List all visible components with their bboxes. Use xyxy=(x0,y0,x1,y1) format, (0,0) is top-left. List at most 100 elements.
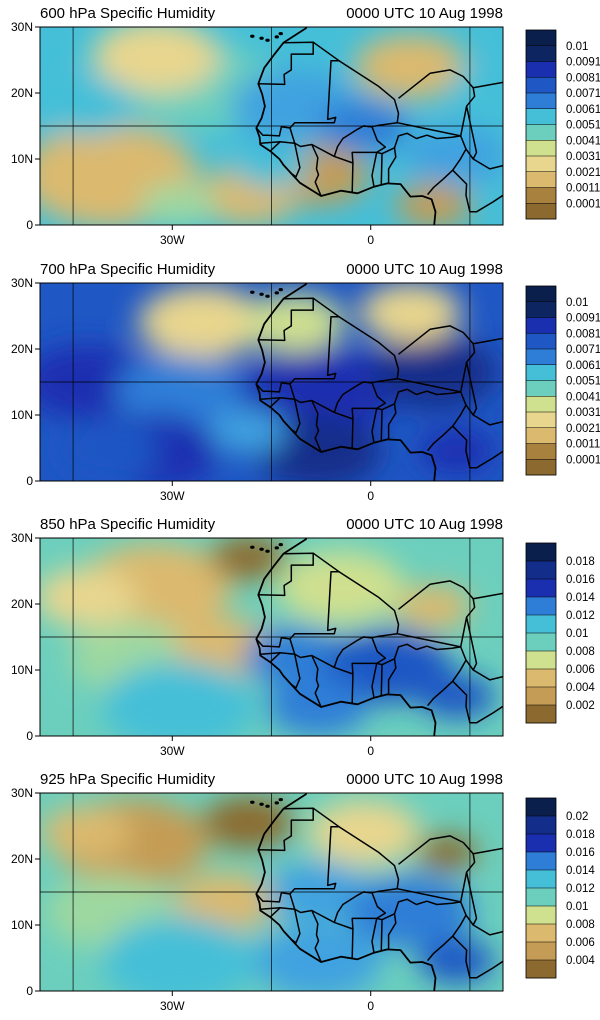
island xyxy=(259,36,264,40)
y-tick-label: 0 xyxy=(26,474,33,488)
colorbar-label: 0.0071 xyxy=(566,344,600,356)
panel-2: 30N 20N 10N 0 30W 0 700 hPa Specific Humidity 0… xyxy=(11,261,600,503)
colorbar-label: 0.0081 xyxy=(566,72,600,84)
country-border xyxy=(294,908,322,963)
colorbar-swatch xyxy=(526,906,556,925)
country-border xyxy=(338,60,400,128)
colorbar-label: 0.0081 xyxy=(566,328,600,340)
colorbar-swatch xyxy=(526,687,556,706)
colorbar-swatch xyxy=(526,427,556,444)
country-border xyxy=(333,636,387,675)
island xyxy=(250,290,255,294)
country-border xyxy=(269,397,281,408)
y-tick-label: 10N xyxy=(11,663,33,677)
colorbar-swatch xyxy=(526,597,556,616)
colorbar-label: 0.016 xyxy=(566,574,595,586)
colorbar: 0.02 0.018 0.016 0.014 0.012 0.01 0.008 0.006 0.… xyxy=(525,797,595,979)
country-border xyxy=(397,121,467,196)
colorbar-swatch xyxy=(526,61,556,78)
colorbar-label: 0.0031 xyxy=(566,407,600,419)
humidity-field xyxy=(40,27,503,225)
panel-title: 850 hPa Specific Humidity xyxy=(40,516,216,533)
colorbar-label: 0.0011 xyxy=(566,183,600,195)
y-tick-label: 20N xyxy=(11,597,33,611)
colorbar-label: 0.0011 xyxy=(566,439,600,451)
x-tick-label: 30W xyxy=(160,999,185,1013)
colorbar-label: 0.02 xyxy=(566,811,588,823)
country-border xyxy=(465,872,478,926)
colorbar-swatch xyxy=(526,140,556,157)
panel-title: 925 hPa Specific Humidity xyxy=(40,771,216,788)
humidity-field xyxy=(40,538,503,736)
colorbar-swatch xyxy=(526,669,556,688)
x-tick-label: 0 xyxy=(367,744,374,758)
colorbar-label: 0.018 xyxy=(566,829,595,841)
colorbar-label: 0.012 xyxy=(566,610,595,622)
island xyxy=(250,34,255,38)
country-border xyxy=(371,408,378,443)
country-border xyxy=(255,125,296,144)
colorbar-label: 0.0031 xyxy=(566,151,600,163)
x-tick-label: 0 xyxy=(367,233,374,247)
x-tick-label: 30W xyxy=(160,489,185,503)
colorbar-swatch xyxy=(526,333,556,350)
colorbar-swatch xyxy=(526,171,556,188)
country-border xyxy=(398,325,476,393)
colorbar-label: 0.002 xyxy=(566,700,595,712)
panel-time: 0000 UTC 10 Aug 1998 xyxy=(346,516,503,533)
colorbar-swatch xyxy=(526,633,556,652)
coastline xyxy=(255,538,437,736)
y-tick-label: 30N xyxy=(11,20,33,34)
country-border xyxy=(452,680,503,724)
colorbar-swatch xyxy=(526,380,556,397)
colorbar-swatch xyxy=(526,203,556,220)
country-border xyxy=(311,909,354,959)
panel-title: 600 hPa Specific Humidity xyxy=(40,5,216,22)
map-frame xyxy=(39,26,504,226)
y-tick-label: 0 xyxy=(26,218,33,232)
colorbar-label: 0.008 xyxy=(566,919,595,931)
country-border xyxy=(473,847,503,855)
colorbar-label: 0.0091 xyxy=(566,57,600,69)
island xyxy=(274,35,279,39)
country-border xyxy=(255,381,296,400)
country-border xyxy=(465,362,478,416)
country-border xyxy=(393,643,461,660)
panel-3: 30N 20N 10N 0 30W 0 850 hPa Specific Humidity 0… xyxy=(11,516,595,758)
colorbar-swatch xyxy=(526,834,556,853)
colorbar-swatch xyxy=(526,924,556,943)
x-tick-label: 0 xyxy=(367,999,374,1013)
colorbar-swatch xyxy=(526,942,556,961)
country-border xyxy=(294,142,322,197)
country-border xyxy=(294,398,322,453)
colorbar-label: 0.008 xyxy=(566,646,595,658)
colorbar-swatch xyxy=(526,364,556,381)
colorbar-swatch xyxy=(526,286,556,303)
country-border xyxy=(258,807,314,852)
country-border xyxy=(452,425,503,469)
country-border xyxy=(289,297,340,385)
country-border xyxy=(294,653,322,708)
country-border xyxy=(290,909,301,944)
colorbar-swatch xyxy=(526,798,556,817)
island xyxy=(278,31,283,36)
country-border xyxy=(398,835,476,903)
colorbar-label: 0.0001 xyxy=(566,198,600,210)
colorbar-label: 0.006 xyxy=(566,937,595,949)
colorbar-swatch xyxy=(526,396,556,413)
country-border xyxy=(465,617,478,671)
country-border xyxy=(333,381,387,420)
country-border xyxy=(289,41,340,129)
x-tick-label: 0 xyxy=(367,489,374,503)
colorbar-label: 0.01 xyxy=(566,297,588,309)
island xyxy=(265,549,270,553)
y-tick-label: 0 xyxy=(26,729,33,743)
colorbar-label: 0.004 xyxy=(566,682,595,694)
panel-time: 0000 UTC 10 Aug 1998 xyxy=(346,771,503,788)
colorbar-label: 0.0041 xyxy=(566,391,600,403)
colorbar-swatch xyxy=(526,77,556,94)
colorbar-label: 0.014 xyxy=(566,865,595,877)
y-tick-label: 10N xyxy=(11,918,33,932)
colorbar: 0.01 0.0091 0.0081 0.0071 0.0061 0.0051 0.0041… xyxy=(525,285,600,476)
island xyxy=(250,545,255,549)
